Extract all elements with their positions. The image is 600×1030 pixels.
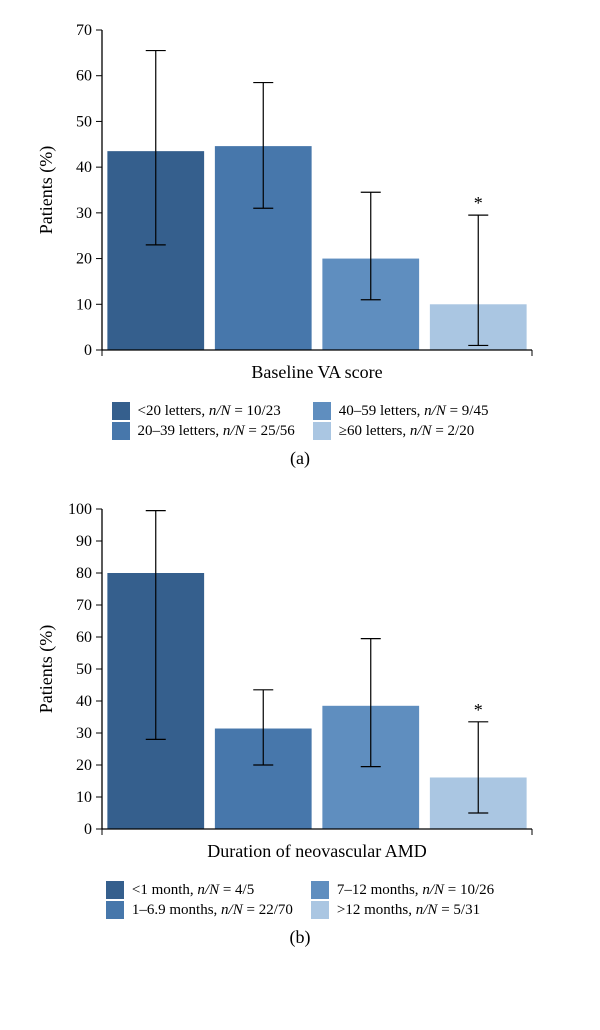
svg-text:10: 10 (76, 296, 92, 313)
legend-item: 1–6.9 months, n/N = 22/70 (106, 901, 293, 919)
legend-swatch (311, 881, 329, 899)
svg-text:70: 70 (76, 597, 92, 614)
legend-label: <20 letters, n/N = 10/23 (138, 403, 281, 420)
svg-text:60: 60 (76, 68, 92, 85)
svg-text:30: 30 (76, 725, 92, 742)
svg-text:40: 40 (76, 159, 92, 176)
legend-label: 1–6.9 months, n/N = 22/70 (132, 902, 293, 919)
svg-text:20: 20 (76, 757, 92, 774)
legend-label: <1 month, n/N = 4/5 (132, 882, 254, 899)
legend-label: 40–59 letters, n/N = 9/45 (339, 403, 489, 420)
x-axis-label: Duration of neovascular AMD (207, 841, 426, 861)
legend-swatch (313, 422, 331, 440)
legend-label: 7–12 months, n/N = 10/26 (337, 882, 494, 899)
legend-item: <20 letters, n/N = 10/23 (112, 402, 295, 420)
chart-panel: 0 10 20 30 40 50 60 70 * Baseline VA score Patient… (10, 20, 590, 469)
svg-text:0: 0 (84, 821, 92, 838)
svg-text:80: 80 (76, 565, 92, 582)
svg-text:30: 30 (76, 205, 92, 222)
chart-svg: 0 10 20 30 40 50 60 70 80 90 100 * Duration of neova… (20, 499, 580, 869)
chart-panel: 0 10 20 30 40 50 60 70 80 90 100 * Duration of neova… (10, 499, 590, 948)
legend-swatch (313, 402, 331, 420)
legend-label: >12 months, n/N = 5/31 (337, 902, 480, 919)
svg-text:50: 50 (76, 661, 92, 678)
svg-text:60: 60 (76, 629, 92, 646)
legend-label: ≥60 letters, n/N = 2/20 (339, 423, 474, 440)
legend-swatch (311, 901, 329, 919)
legend-item: ≥60 letters, n/N = 2/20 (313, 422, 489, 440)
legend-item: 40–59 letters, n/N = 9/45 (313, 402, 489, 420)
legend-item: >12 months, n/N = 5/31 (311, 901, 494, 919)
chart-svg: 0 10 20 30 40 50 60 70 * Baseline VA score Patient… (20, 20, 580, 390)
y-axis-label: Patients (%) (36, 146, 57, 234)
annotation-asterisk: * (474, 700, 483, 720)
x-axis-label: Baseline VA score (251, 362, 382, 382)
legend-swatch (112, 402, 130, 420)
chart-legend: <1 month, n/N = 4/5 7–12 months, n/N = 10… (10, 881, 590, 919)
svg-text:0: 0 (84, 342, 92, 359)
legend-item: <1 month, n/N = 4/5 (106, 881, 293, 899)
svg-text:50: 50 (76, 113, 92, 130)
legend-item: 7–12 months, n/N = 10/26 (311, 881, 494, 899)
svg-text:100: 100 (68, 501, 92, 518)
legend-swatch (106, 901, 124, 919)
y-axis-label: Patients (%) (36, 625, 57, 713)
chart-legend: <20 letters, n/N = 10/23 40–59 letters, n… (10, 402, 590, 440)
svg-text:70: 70 (76, 22, 92, 39)
svg-text:90: 90 (76, 533, 92, 550)
legend-swatch (106, 881, 124, 899)
panel-letter: (a) (10, 448, 590, 469)
svg-text:20: 20 (76, 251, 92, 268)
svg-text:10: 10 (76, 789, 92, 806)
annotation-asterisk: * (474, 193, 483, 213)
legend-swatch (112, 422, 130, 440)
legend-item: 20–39 letters, n/N = 25/56 (112, 422, 295, 440)
panel-letter: (b) (10, 927, 590, 948)
svg-text:40: 40 (76, 693, 92, 710)
legend-label: 20–39 letters, n/N = 25/56 (138, 423, 295, 440)
